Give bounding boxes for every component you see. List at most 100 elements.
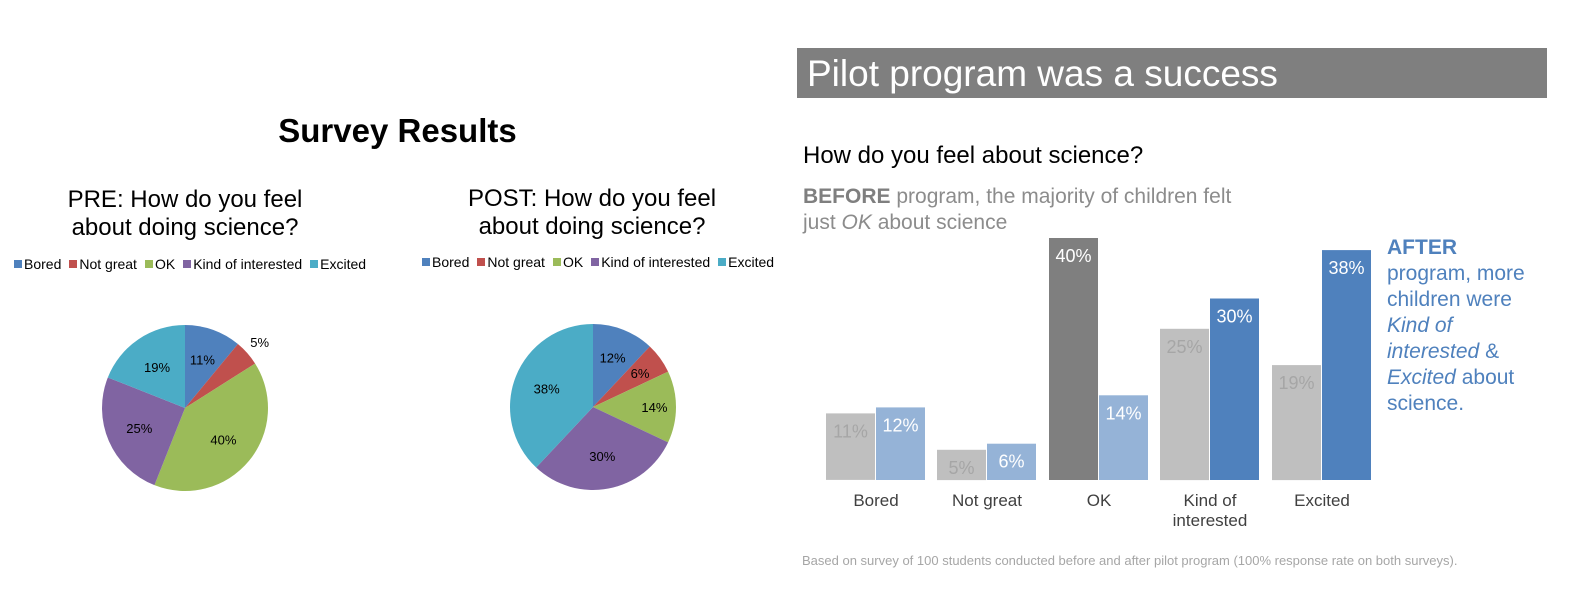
pre-legend-excited: Excited xyxy=(310,256,366,272)
post-label-bored: 12% xyxy=(600,351,626,366)
pre-slice-bored xyxy=(185,325,238,408)
survey-results-title: Survey Results xyxy=(278,112,517,149)
post-legend-excited: Excited xyxy=(718,254,774,270)
pre-label-kind-of-interested: 25% xyxy=(126,421,152,436)
after-amp: & xyxy=(1479,340,1500,363)
post-label-excited: 38% xyxy=(534,382,560,397)
before-ok: OK xyxy=(841,211,872,234)
post-legend-label: OK xyxy=(562,254,584,270)
before-annotation: BEFORE program, the majority of children… xyxy=(803,184,1303,236)
after-line1: program, more xyxy=(1387,262,1525,285)
pre-legend-swatch xyxy=(310,260,319,268)
before-text3: about science xyxy=(871,211,1008,234)
pre-label-not-great: 5% xyxy=(250,335,269,350)
pre-pie-title: PRE: How do you feel about doing science… xyxy=(0,186,375,242)
post-legend-ok: OK xyxy=(552,254,584,270)
post-legend-swatch xyxy=(591,258,600,266)
post-legend-swatch xyxy=(718,258,727,266)
category-label-ok: OK xyxy=(1087,491,1112,510)
after-keyword: AFTER xyxy=(1387,236,1457,259)
pre-title-line1: PRE: How do you feel xyxy=(67,186,303,213)
pre-legend: Bored Not great OK Kind of interested Excite… xyxy=(14,256,366,272)
after-about: about xyxy=(1455,366,1515,389)
category-label-not-great: Not great xyxy=(952,491,1022,510)
category-label-excited: Excited xyxy=(1294,491,1350,510)
bar-label-ok-before: 40% xyxy=(1055,246,1091,266)
pre-legend-not-great: Not great xyxy=(69,256,137,272)
pre-label-ok: 40% xyxy=(210,433,236,448)
pre-legend-ok: OK xyxy=(144,256,176,272)
pre-label-excited: 19% xyxy=(144,360,170,375)
bar-label-ok-after: 14% xyxy=(1105,403,1141,423)
category-label-kind-of-interested: interested xyxy=(1173,511,1248,530)
pre-legend-bored: Bored xyxy=(14,256,61,272)
pre-slice-excited xyxy=(107,325,185,408)
pre-slice-ok xyxy=(154,363,268,491)
bar-kind-of-interested-after xyxy=(1210,298,1259,480)
post-legend-swatch xyxy=(477,258,486,266)
post-legend-kind-of-interested: Kind of interested xyxy=(591,254,710,270)
after-italic1: Kind of xyxy=(1387,314,1453,337)
pre-pie-chart: 11% 5% 40% 25% 19% xyxy=(102,325,270,491)
pre-label-bored: 11% xyxy=(190,353,215,368)
post-pie-chart: 12% 6% 14% 30% 38% xyxy=(510,324,676,490)
bar-label-excited-before: 19% xyxy=(1278,373,1314,393)
post-title-line2: about doing science? xyxy=(478,213,706,240)
post-legend: Bored Not great OK Kind of interested Excite… xyxy=(422,254,774,270)
post-pie-title: POST: How do you feel about doing scienc… xyxy=(402,185,782,241)
bar-excited-before xyxy=(1272,365,1321,481)
pre-legend-label: Not great xyxy=(79,256,137,272)
banner-title: Pilot program was a success xyxy=(807,53,1278,94)
before-keyword: BEFORE xyxy=(803,185,891,208)
after-end: science. xyxy=(1387,392,1465,415)
post-label-ok: 14% xyxy=(641,400,667,415)
bar-label-bored-after: 12% xyxy=(882,415,918,435)
footnote: Based on survey of 100 students conducte… xyxy=(802,553,1458,568)
post-legend-bored: Bored xyxy=(422,254,469,270)
post-legend-not-great: Not great xyxy=(477,254,545,270)
bar-kind-of-interested-before xyxy=(1160,328,1209,481)
after-italic2: interested xyxy=(1387,340,1480,363)
before-text1: program, the majority of children felt xyxy=(890,185,1232,208)
post-label-kind-of-interested: 30% xyxy=(589,449,615,464)
bar-label-excited-after: 38% xyxy=(1328,258,1364,278)
question-text: How do you feel about science? xyxy=(803,142,1144,169)
pre-legend-swatch xyxy=(14,260,22,268)
after-line2: children were xyxy=(1387,288,1512,311)
post-slice-kind-of-interested xyxy=(536,407,669,490)
before-text2: just xyxy=(803,211,842,234)
pre-legend-label: Kind of interested xyxy=(193,256,303,272)
post-slice-ok xyxy=(593,371,676,443)
pre-legend-kind-of-interested: Kind of interested xyxy=(183,256,302,272)
pre-legend-swatch xyxy=(69,260,78,268)
pre-legend-label: Excited xyxy=(320,256,367,272)
post-title-line1: POST: How do you feel xyxy=(467,185,717,212)
pre-legend-swatch xyxy=(144,260,153,268)
pre-legend-label: OK xyxy=(154,256,176,272)
bar-ok-before xyxy=(1049,238,1098,480)
category-label-kind-of-interested: Kind of xyxy=(1184,491,1237,510)
pre-legend-swatch xyxy=(183,260,192,268)
title-banner: Pilot program was a success xyxy=(797,48,1547,98)
pre-slice-not-great xyxy=(185,344,256,408)
category-label-bored: Bored xyxy=(853,491,898,510)
bar-label-kind-of-interested-before: 25% xyxy=(1166,337,1202,357)
pre-title-line2: about doing science? xyxy=(71,214,299,241)
bar-label-not-great-after: 6% xyxy=(998,452,1024,472)
bar-label-kind-of-interested-after: 30% xyxy=(1216,307,1252,327)
pre-slice-kind-of-interested xyxy=(102,377,185,486)
bar-excited-after xyxy=(1322,250,1371,480)
post-slice-not-great xyxy=(593,346,669,407)
bar-label-not-great-before: 5% xyxy=(948,458,974,478)
after-annotation: AFTER program, more children were Kind o… xyxy=(1387,235,1567,417)
bar-not-great-after xyxy=(987,443,1036,480)
post-slice-bored xyxy=(593,324,650,407)
post-legend-swatch xyxy=(422,258,430,266)
bar-label-bored-before: 11% xyxy=(833,421,868,441)
post-legend-label: Kind of interested xyxy=(601,254,711,270)
after-italic3: Excited xyxy=(1387,366,1456,389)
post-legend-label: Not great xyxy=(487,254,545,270)
post-legend-label: Excited xyxy=(728,254,775,270)
bar-ok-after xyxy=(1099,395,1148,480)
